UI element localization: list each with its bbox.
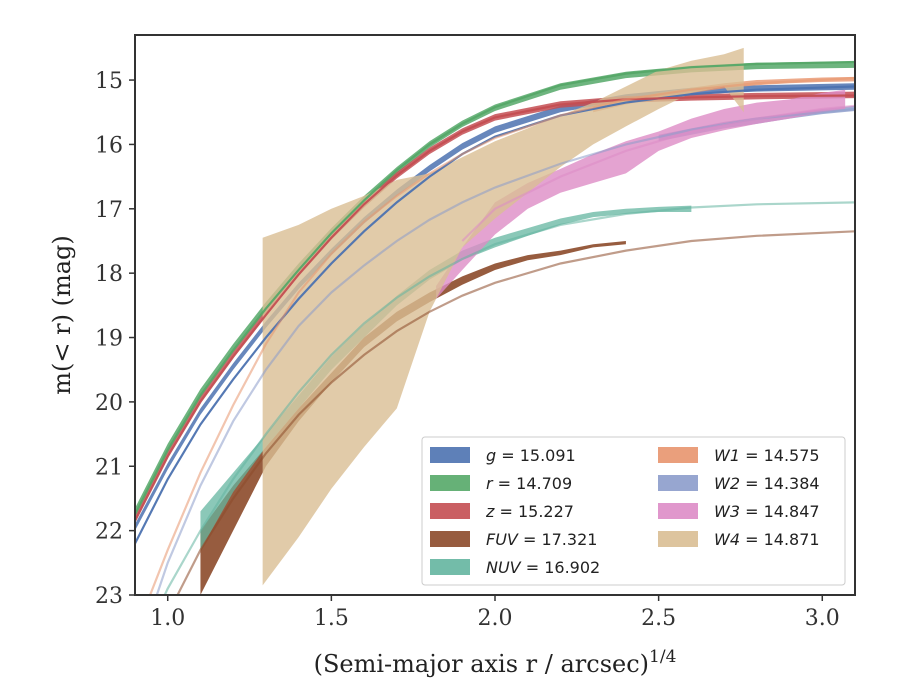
model-curve-w3 xyxy=(461,104,855,242)
legend-value: = 14.871 xyxy=(740,530,820,549)
legend-item-r: r = 14.709 xyxy=(430,474,572,493)
legend-item-w1: W1 = 14.575 xyxy=(658,446,820,465)
y-tick-label: 21 xyxy=(95,455,123,480)
x-tick-label: 2.5 xyxy=(641,606,676,631)
legend-swatch-w1 xyxy=(658,447,698,463)
legend-var: g xyxy=(486,446,496,465)
legend-label-w1: W1 = 14.575 xyxy=(714,446,820,465)
x-axis-label-superscript: 1/4 xyxy=(649,647,676,667)
legend-box xyxy=(421,436,846,586)
legend-label-fuv: FUV = 17.321 xyxy=(486,530,597,549)
legend-var: W2 xyxy=(714,474,740,493)
y-tick-label: 18 xyxy=(95,262,123,287)
legend-var: W1 xyxy=(714,446,740,465)
legend-var: W3 xyxy=(714,502,740,521)
legend-value: = 15.227 xyxy=(494,502,574,521)
y-tick-label: 20 xyxy=(95,391,123,416)
legend-swatch-fuv xyxy=(430,531,470,547)
legend-item-w4: W4 = 14.871 xyxy=(658,530,820,549)
legend-item-w3: W3 = 14.847 xyxy=(658,502,820,521)
y-tick-label: 19 xyxy=(95,327,123,352)
legend-value: = 14.384 xyxy=(740,474,820,493)
band-w4 xyxy=(262,47,744,586)
legend-label-g: g = 15.091 xyxy=(486,446,576,465)
legend-var: r xyxy=(486,474,494,493)
legend-var: z xyxy=(485,502,495,521)
y-tick-label: 17 xyxy=(95,198,123,223)
legend-label-w4: W4 = 14.871 xyxy=(714,530,820,549)
legend-label-z: z = 15.227 xyxy=(485,502,574,521)
y-tick-label: 15 xyxy=(95,69,123,94)
legend-label-w3: W3 = 14.847 xyxy=(714,502,820,521)
legend-swatch-g xyxy=(430,447,470,463)
legend-swatch-w4 xyxy=(658,531,698,547)
legend-swatch-z xyxy=(430,503,470,519)
model-curve-r xyxy=(135,60,855,516)
legend-value: = 14.847 xyxy=(740,502,820,521)
x-axis-label: (Semi-major axis r / arcsec)1/4 xyxy=(314,647,677,678)
legend-swatch-r xyxy=(430,475,470,491)
model-curve-w2 xyxy=(155,107,855,595)
x-tick-label: 1.0 xyxy=(150,606,185,631)
legend-label-r: r = 14.709 xyxy=(486,474,572,493)
legend-value: = 14.575 xyxy=(740,446,820,465)
axis-ticks: 1.0 1.5 2.0 2.5 3.0 15 16 17 18 19 20 21 22 23 xyxy=(95,69,840,631)
x-axis-label-text: (Semi-major axis r / arcsec) xyxy=(314,650,649,678)
model-curve-nuv xyxy=(163,201,855,595)
model-curve-fuv xyxy=(176,230,855,595)
y-tick-label: 22 xyxy=(95,520,123,545)
x-tick-label: 3.0 xyxy=(805,606,840,631)
model-curve-z xyxy=(135,94,855,522)
x-tick-label: 2.0 xyxy=(478,606,513,631)
legend-swatch-w2 xyxy=(658,475,698,491)
legend-item-g: g = 15.091 xyxy=(430,446,576,465)
legend-label-nuv: NUV = 16.902 xyxy=(486,558,600,577)
legend-label-w2: W2 = 14.384 xyxy=(714,474,820,493)
legend-var: NUV xyxy=(486,558,522,577)
legend-item-nuv: NUV = 16.902 xyxy=(430,558,600,577)
legend-var: W4 xyxy=(714,530,740,549)
legend-item-fuv: FUV = 17.321 xyxy=(430,530,597,549)
legend-value: = 16.902 xyxy=(521,558,601,577)
y-tick-label: 23 xyxy=(95,584,123,609)
legend-swatch-nuv xyxy=(430,559,470,575)
legend-value: = 14.709 xyxy=(493,474,573,493)
legend-item-z: z = 15.227 xyxy=(430,502,574,521)
y-axis-label: m(< r) (mag) xyxy=(48,235,76,394)
y-tick-label: 16 xyxy=(95,133,123,158)
legend-item-w2: W2 = 14.384 xyxy=(658,474,820,493)
legend-value: = 15.091 xyxy=(496,446,576,465)
plot-area xyxy=(135,47,855,595)
model-curve-w1 xyxy=(148,77,855,595)
x-tick-label: 1.5 xyxy=(314,606,349,631)
legend-swatch-w3 xyxy=(658,503,698,519)
legend-var: FUV xyxy=(486,530,519,549)
legend-value: = 17.321 xyxy=(518,530,598,549)
